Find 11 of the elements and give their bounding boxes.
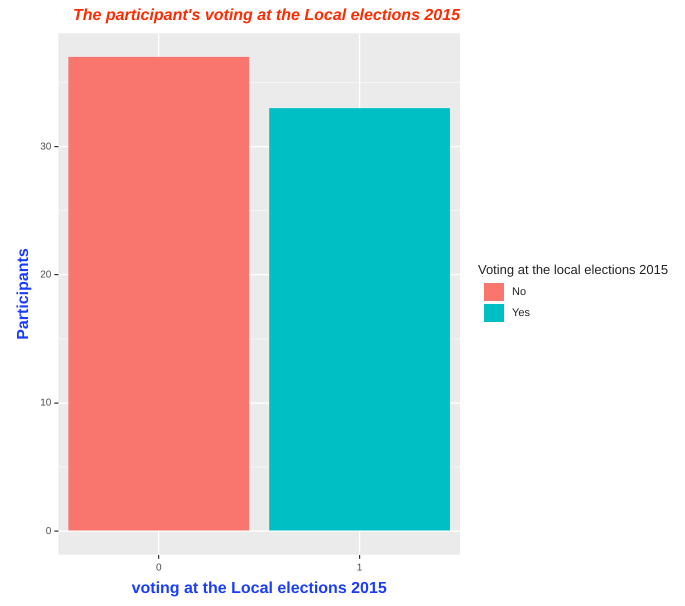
y-tick-label: 20 [40, 270, 52, 281]
chart-title: The participant's voting at the Local elections 2015 [72, 7, 462, 24]
y-tick-label: 30 [40, 141, 52, 152]
y-tick-label: 10 [40, 398, 52, 409]
legend-title: Voting at the local elections 2015 [478, 262, 668, 277]
legend-label: No [512, 286, 526, 298]
x-axis-title: voting at the Local elections 2015 [132, 580, 387, 597]
legend-label: Yes [512, 307, 530, 319]
y-tick-label: 0 [46, 526, 52, 537]
y-axis-title: Participants [15, 248, 32, 340]
x-tick-label: 1 [356, 562, 363, 574]
